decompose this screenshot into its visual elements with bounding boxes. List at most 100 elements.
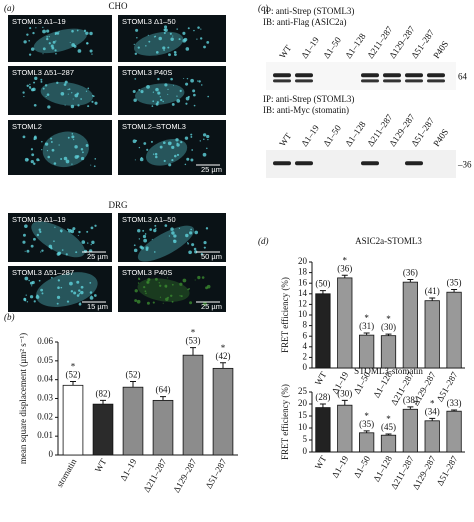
puncta	[26, 301, 29, 303]
y-tick-label: 0	[303, 362, 308, 372]
mw-marker: 64	[458, 71, 468, 81]
puncta	[75, 251, 78, 254]
puncta	[82, 151, 84, 154]
puncta	[178, 227, 181, 229]
puncta	[41, 149, 43, 151]
error-bar	[341, 274, 348, 278]
puncta	[22, 233, 26, 237]
bar	[315, 293, 331, 369]
puncta	[140, 90, 144, 94]
puncta	[138, 146, 141, 149]
y-tick-label: 12	[298, 298, 307, 308]
puncta	[179, 295, 181, 297]
band	[405, 73, 423, 78]
puncta	[69, 281, 73, 286]
puncta	[146, 301, 150, 305]
puncta	[41, 249, 44, 252]
puncta	[193, 93, 196, 97]
puncta	[50, 141, 53, 143]
puncta	[26, 33, 29, 36]
puncta	[67, 136, 70, 139]
significance: *	[221, 343, 226, 353]
puncta	[64, 80, 68, 84]
scale-label: 25 µm	[201, 165, 222, 174]
puncta	[174, 53, 177, 57]
puncta	[80, 156, 85, 161]
puncta	[152, 100, 155, 103]
y-tick-label: 0	[49, 449, 54, 459]
chart-title: ASIC2a-STOML3	[355, 236, 422, 246]
y-tick-label: 14	[298, 288, 308, 298]
puncta	[154, 35, 157, 38]
puncta	[163, 31, 166, 35]
puncta	[183, 37, 188, 42]
puncta	[202, 152, 207, 157]
puncta	[168, 163, 172, 167]
bar	[182, 354, 204, 456]
puncta	[33, 237, 36, 241]
bar	[402, 281, 418, 369]
puncta	[167, 93, 169, 95]
error-bar	[160, 396, 166, 401]
puncta	[78, 289, 81, 292]
puncta	[91, 100, 94, 103]
puncta	[89, 49, 93, 53]
puncta	[71, 29, 74, 33]
puncta	[164, 28, 168, 32]
puncta	[206, 134, 210, 139]
n-label: (35)	[359, 419, 374, 429]
y-tick-label: 0.01	[37, 430, 53, 440]
blot-ib: IB: anti-Flag (ASIC2a)	[263, 17, 347, 27]
puncta	[74, 145, 78, 149]
puncta	[169, 32, 172, 35]
puncta	[31, 285, 33, 287]
puncta	[80, 290, 84, 295]
micrograph: STOML3 Δ1–19	[8, 15, 112, 62]
puncta	[197, 80, 199, 82]
puncta	[58, 144, 60, 146]
puncta	[149, 228, 152, 231]
y-tick-label: 16	[298, 277, 308, 287]
cell	[40, 81, 94, 106]
significance: *	[343, 255, 348, 265]
image-label: STOML3 Δ1–50	[122, 215, 176, 224]
puncta	[200, 28, 202, 30]
cell	[137, 278, 190, 302]
puncta	[88, 253, 90, 255]
puncta	[192, 89, 196, 93]
y-tick-label: 0	[303, 446, 308, 456]
puncta	[190, 135, 193, 138]
puncta	[206, 147, 208, 150]
puncta	[176, 99, 181, 103]
puncta	[44, 142, 49, 146]
puncta	[51, 148, 55, 152]
puncta	[175, 51, 177, 53]
puncta	[73, 291, 77, 295]
image-background	[118, 266, 226, 312]
puncta	[40, 288, 44, 292]
lane-label: P40S	[431, 127, 450, 148]
puncta	[137, 46, 140, 49]
puncta	[46, 93, 50, 96]
section-title: DRG	[108, 200, 128, 210]
error-bar	[385, 333, 392, 336]
y-tick-label: 10	[298, 309, 308, 319]
puncta	[170, 37, 174, 42]
puncta	[207, 95, 210, 98]
puncta	[194, 279, 196, 281]
puncta	[135, 28, 139, 32]
puncta	[29, 83, 31, 86]
significance: *	[364, 411, 369, 421]
n-label: (31)	[359, 321, 374, 331]
puncta	[58, 31, 60, 33]
puncta	[40, 78, 43, 81]
puncta	[184, 163, 187, 166]
puncta	[89, 291, 93, 294]
puncta	[65, 159, 70, 164]
puncta	[171, 283, 174, 286]
puncta	[89, 295, 94, 300]
puncta	[28, 39, 31, 42]
puncta	[142, 234, 147, 239]
puncta	[24, 276, 29, 281]
puncta	[167, 46, 170, 49]
